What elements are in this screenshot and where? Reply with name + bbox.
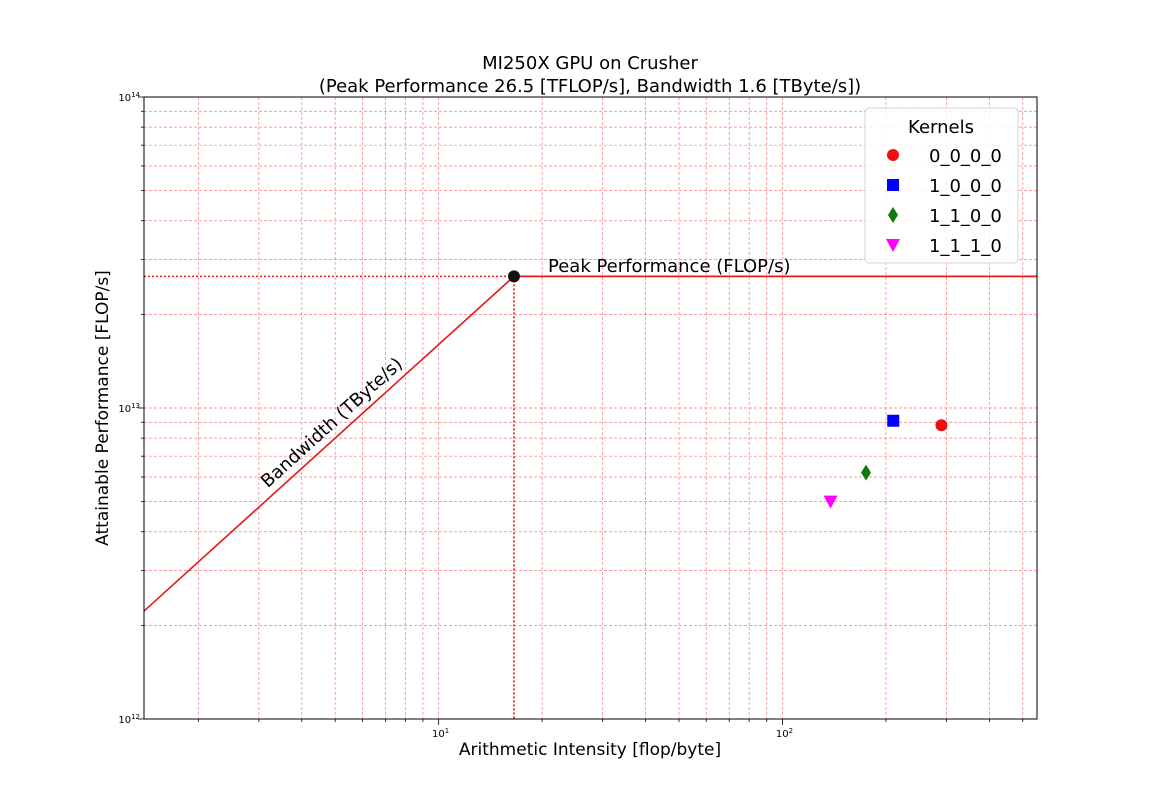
grid-lines (144, 97, 1037, 719)
legend-marker-0_0_0_0 (887, 149, 899, 161)
legend: Kernels 0_0_0_0 1_0_0_0 1_1_0_0 1_1_1_0 (864, 107, 1019, 264)
x-axis-label: Arithmetic Intensity [flop/byte] (459, 740, 721, 760)
legend-title: Kernels (908, 117, 974, 138)
legend-label-1_1_0_0: 1_1_0_0 (929, 206, 1002, 227)
x-tick-label: 101 (432, 727, 449, 740)
legend-entries: 0_0_0_0 1_0_0_0 1_1_0_0 1_1_1_0 (886, 146, 1002, 257)
legend-label-1_0_0_0: 1_0_0_0 (929, 176, 1002, 197)
roofline-lines (143, 270, 1037, 719)
chart-title-line1: MI250X GPU on Crusher (482, 53, 698, 74)
data-point-0_0_0_0 (935, 419, 948, 432)
legend-label-0_0_0_0: 0_0_0_0 (929, 146, 1002, 167)
peak-performance-label: Peak Performance (FLOP/s) (548, 256, 791, 277)
data-point-1_1_1_0 (823, 495, 838, 509)
kernel-points (823, 414, 948, 509)
data-point-1_0_0_0 (887, 414, 900, 427)
chart-title-line2: (Peak Performance 26.5 [TFLOP/s], Bandwi… (319, 76, 861, 97)
x-tick-label: 102 (776, 727, 793, 740)
legend-marker-1_1_0_0 (888, 207, 898, 223)
axis-ticks: 101 102 1012 1013 1014 (118, 91, 1024, 740)
bandwidth-line (143, 275, 515, 612)
legend-box (864, 107, 1019, 264)
ridge-point-marker (507, 270, 520, 283)
legend-marker-1_0_0_0 (887, 179, 899, 191)
y-tick-label: 1012 (118, 713, 140, 726)
y-tick-label: 1013 (118, 402, 140, 415)
data-point-1_1_0_0 (861, 464, 872, 481)
y-tick-label: 1014 (118, 91, 140, 104)
legend-label-1_1_1_0: 1_1_1_0 (929, 236, 1002, 257)
legend-marker-1_1_1_0 (886, 239, 900, 252)
y-axis-label: Attainable Performance [FLOP/s] (93, 270, 113, 546)
